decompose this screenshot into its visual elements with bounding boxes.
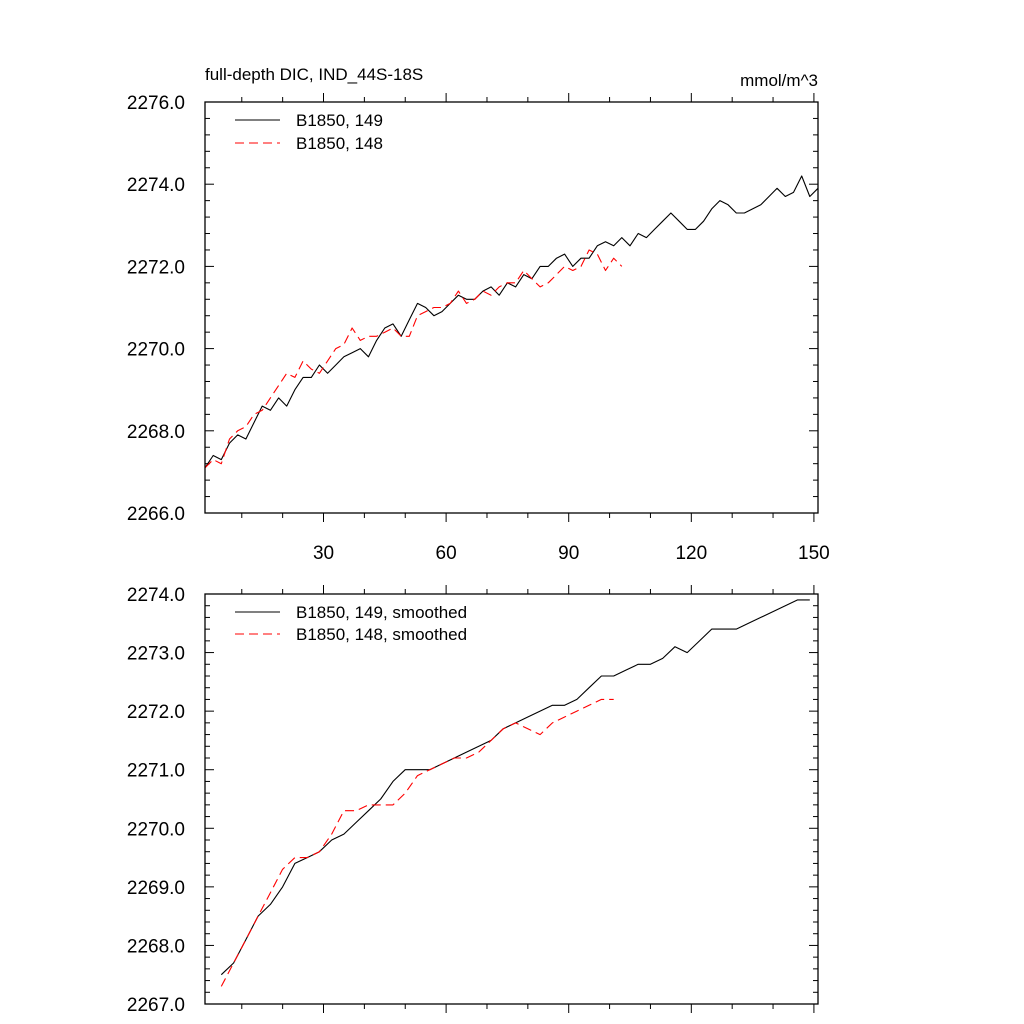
legend-149-smoothed-label: B1850, 149, smoothed <box>296 603 467 622</box>
series-line-b1850-149 <box>204 175 819 469</box>
x-tick-label: 30 <box>313 543 334 564</box>
bottom-series-lines <box>220 599 810 987</box>
series-line-b1850-148-smoothed <box>220 698 614 987</box>
bottom-panel: 2267.0 2268.0 2269.0 2270.0 2271.0 2272.0 2273… <box>127 585 819 1016</box>
top-panel: full-depth DIC, IND_44S-18S mmol/m^3 226… <box>127 65 830 564</box>
series-line-b1850-149-smoothed <box>220 599 810 976</box>
y-tick-label: 2272.0 <box>127 702 185 723</box>
bottom-legend: B1850, 149, smoothed B1850, 148, smoothe… <box>235 603 467 644</box>
x-tick-label: 120 <box>675 543 707 564</box>
units-label: mmol/m^3 <box>740 71 818 90</box>
top-plot-frame <box>204 101 819 514</box>
legend-148-label: B1850, 148 <box>296 134 383 153</box>
x-tick-label: 60 <box>436 543 457 564</box>
y-tick-label: 2271.0 <box>127 761 185 782</box>
series-line-b1850-148 <box>204 249 623 469</box>
legend-148-smoothed-label: B1850, 148, smoothed <box>296 625 467 644</box>
y-tick-label: 2270.0 <box>127 819 185 840</box>
y-tick-label: 2268.0 <box>127 936 185 957</box>
x-tick-label: 90 <box>558 543 579 564</box>
bottom-plot-frame <box>204 593 819 1005</box>
chart-title: full-depth DIC, IND_44S-18S <box>205 65 423 84</box>
y-tick-label: 2273.0 <box>127 644 185 665</box>
bottom-axis-ticks: 2267.0 2268.0 2269.0 2270.0 2271.0 2272.0 2273… <box>127 585 818 1016</box>
y-tick-label: 2274.0 <box>127 585 185 606</box>
y-tick-label: 2270.0 <box>127 340 185 361</box>
top-axis-ticks: 2266.0 2268.0 2270.0 2272.0 2274.0 2276.0 30 60… <box>127 93 830 564</box>
y-tick-label: 2268.0 <box>127 422 185 443</box>
y-tick-label: 2267.0 <box>127 995 185 1016</box>
top-series-lines <box>204 175 819 469</box>
top-legend: B1850, 149 B1850, 148 <box>235 111 383 153</box>
legend-149-label: B1850, 149 <box>296 111 383 130</box>
y-tick-label: 2269.0 <box>127 878 185 899</box>
y-tick-label: 2266.0 <box>127 504 185 525</box>
y-tick-label: 2274.0 <box>127 175 185 196</box>
y-tick-label: 2276.0 <box>127 93 185 114</box>
y-tick-label: 2272.0 <box>127 257 185 278</box>
x-tick-label: 150 <box>798 543 830 564</box>
